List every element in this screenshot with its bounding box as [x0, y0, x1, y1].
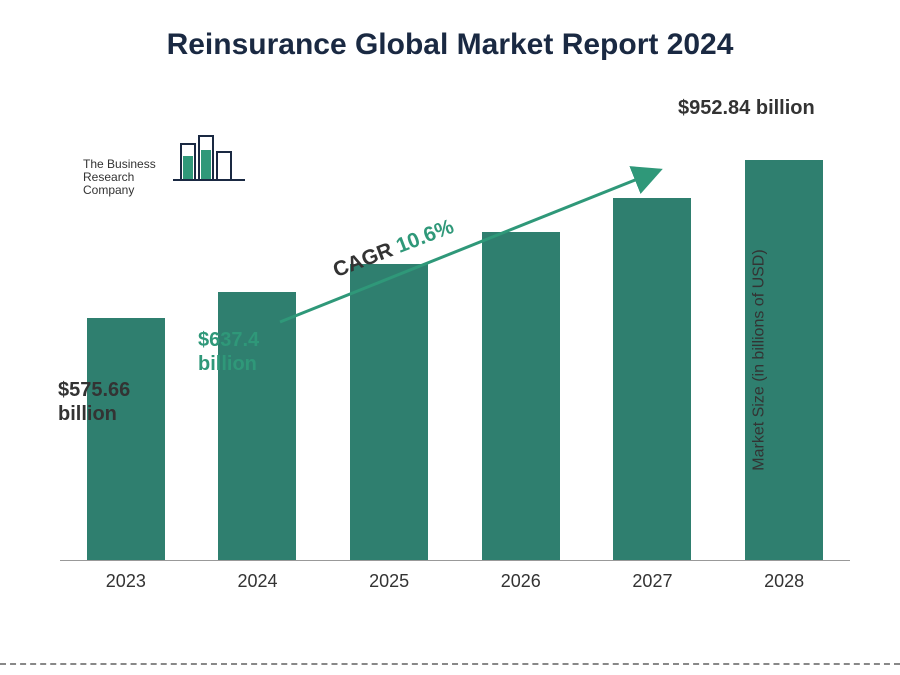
y-axis-label: Market Size (in billions of USD) — [750, 249, 768, 470]
bar — [482, 232, 560, 560]
bar — [87, 318, 165, 560]
x-tick: 2028 — [724, 561, 844, 600]
x-tick: 2024 — [197, 561, 317, 600]
bar-slot — [724, 160, 844, 560]
bar-slot — [66, 318, 186, 560]
x-axis: 2023 2024 2025 2026 2027 2028 — [60, 560, 850, 600]
bar-slot — [329, 264, 449, 560]
bottom-dashed-line — [0, 663, 900, 665]
value-callout: $637.4 billion — [198, 328, 318, 376]
bar — [613, 198, 691, 560]
bar-chart: 2023 2024 2025 2026 2027 2028 Market Size (in… — [60, 120, 850, 600]
x-tick: 2025 — [329, 561, 449, 600]
x-tick: 2023 — [66, 561, 186, 600]
bar-slot — [592, 198, 712, 560]
value-callout: $575.66 billion — [58, 378, 178, 426]
x-tick: 2026 — [461, 561, 581, 600]
bar-slot — [461, 232, 581, 560]
bar — [350, 264, 428, 560]
bars-container — [60, 140, 850, 560]
value-callout: $952.84 billion — [678, 96, 878, 120]
x-tick: 2027 — [592, 561, 712, 600]
page-title: Reinsurance Global Market Report 2024 — [0, 0, 900, 62]
